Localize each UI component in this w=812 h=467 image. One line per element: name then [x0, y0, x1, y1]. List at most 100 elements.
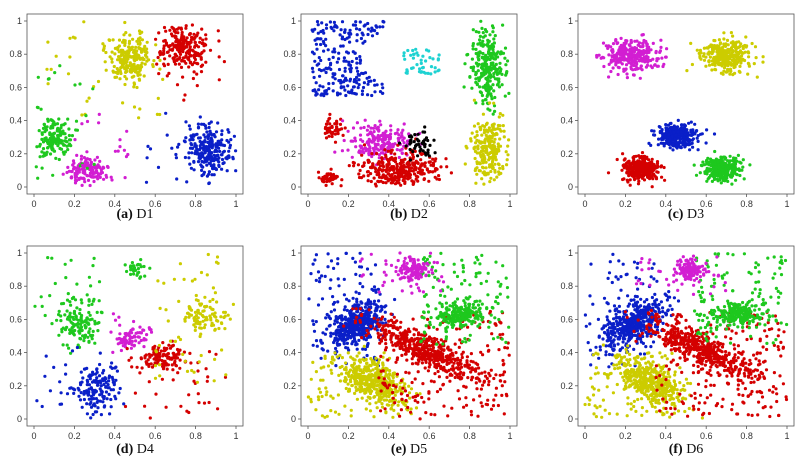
data-point: [81, 171, 85, 175]
data-point: [116, 71, 120, 76]
data-point: [370, 34, 375, 38]
data-point: [706, 177, 710, 181]
data-point: [211, 323, 216, 327]
data-point: [673, 137, 677, 141]
data-point: [329, 67, 333, 71]
data-point: [480, 63, 484, 67]
data-point: [366, 82, 370, 86]
data-point: [96, 163, 100, 167]
data-point: [324, 89, 328, 93]
data-point: [199, 302, 204, 306]
data-point: [198, 36, 202, 40]
data-point: [746, 61, 751, 65]
data-point: [479, 91, 483, 95]
data-point: [83, 180, 87, 184]
data-point: [738, 173, 742, 178]
y-tick-label: 0: [291, 414, 296, 424]
data-point: [427, 160, 432, 164]
data-point: [712, 132, 717, 136]
data-point: [397, 155, 401, 160]
data-point: [691, 129, 695, 134]
data-point: [649, 48, 653, 52]
x-tick-label: 0.6: [423, 199, 436, 209]
data-point: [99, 170, 103, 174]
x-tick-label: 0.2: [68, 199, 81, 209]
data-point: [477, 161, 482, 165]
data-point: [475, 160, 479, 164]
data-point: [217, 146, 221, 150]
data-point: [118, 332, 122, 336]
data-point: [625, 171, 629, 175]
data-point: [187, 65, 191, 69]
data-point: [113, 46, 117, 51]
data-point: [470, 86, 474, 90]
data-point: [157, 72, 161, 76]
data-point: [672, 126, 676, 130]
data-point: [432, 138, 436, 142]
data-point: [732, 62, 736, 66]
data-point: [145, 55, 149, 59]
data-point: [184, 51, 189, 55]
data-point: [193, 310, 198, 314]
data-point: [360, 31, 364, 35]
data-point: [674, 133, 678, 137]
data-point: [87, 331, 91, 335]
data-point: [102, 397, 106, 401]
data-point: [421, 149, 425, 153]
data-point: [86, 335, 90, 339]
data-point: [413, 165, 417, 169]
data-point: [231, 302, 235, 306]
data-point: [476, 147, 480, 151]
data-point: [121, 101, 125, 105]
data-point: [494, 131, 498, 136]
caption-label: (d): [116, 442, 133, 457]
data-point: [319, 42, 323, 47]
x-tick-label: 0.8: [189, 199, 202, 209]
data-point: [81, 163, 85, 167]
data-point: [140, 61, 144, 65]
data-point: [176, 371, 180, 375]
data-point: [384, 181, 388, 185]
data-point: [480, 26, 484, 30]
data-point: [231, 157, 235, 161]
data-point: [497, 163, 501, 167]
data-point: [722, 31, 726, 35]
data-point: [326, 48, 330, 52]
data-point: [484, 122, 488, 126]
data-point: [95, 376, 99, 380]
data-point: [196, 299, 200, 303]
data-point: [734, 178, 738, 182]
data-point: [324, 26, 329, 30]
data-point: [475, 130, 479, 134]
data-point: [341, 74, 345, 78]
y-tick-label: 0.6: [9, 82, 22, 92]
data-point: [377, 129, 381, 133]
data-point: [86, 178, 91, 182]
data-point: [488, 86, 492, 90]
data-point: [316, 23, 320, 27]
data-point: [709, 160, 714, 164]
data-point: [332, 20, 336, 24]
data-point: [84, 325, 88, 329]
data-point: [89, 160, 94, 164]
scatter-points: [33, 252, 235, 420]
data-point: [88, 327, 92, 331]
data-point: [645, 63, 650, 67]
data-point: [164, 308, 168, 312]
data-point: [713, 67, 717, 71]
data-point: [481, 99, 485, 103]
data-point: [622, 48, 626, 52]
data-point: [395, 162, 399, 166]
data-point: [707, 63, 712, 67]
data-point: [130, 365, 134, 369]
data-point: [189, 166, 193, 170]
caption-name: D3: [683, 207, 704, 222]
data-point: [627, 159, 631, 163]
data-point: [482, 128, 486, 132]
data-point: [106, 386, 110, 390]
y-tick-label: 0.4: [560, 116, 573, 126]
data-point: [78, 398, 83, 402]
data-point: [96, 172, 100, 176]
data-point: [357, 172, 361, 176]
data-point: [137, 77, 141, 81]
